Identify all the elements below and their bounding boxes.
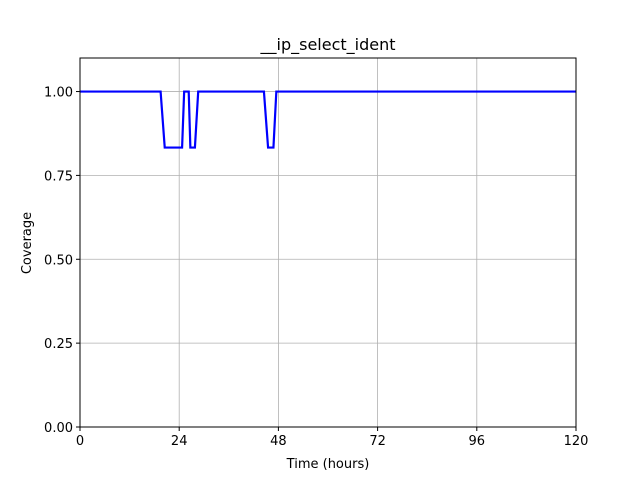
y-axis-label: Coverage [20,212,35,274]
y-tick-label: 1.00 [44,86,73,101]
x-tick-label: 48 [270,434,287,449]
series-layer [80,90,576,149]
x-tick-label: 0 [76,434,84,449]
chart-title: __ip_select_ident [260,35,396,55]
y-tick-label: 0.00 [44,421,73,436]
x-tick-label: 120 [564,434,589,449]
axis-ticks: 0 24 48 72 96 120 0.00 0.25 0.50 0.75 1.00 [44,86,588,449]
x-axis-label: Time (hours) [286,457,370,472]
x-tick-label: 96 [469,434,486,449]
x-tick-label: 72 [369,434,386,449]
plot-frame [79,57,577,428]
y-tick-label: 0.50 [44,253,73,268]
y-tick-label: 0.25 [44,337,73,352]
series-line-coverage [80,90,576,149]
x-tick-label: 24 [171,434,188,449]
y-tick-label: 0.75 [44,169,73,184]
